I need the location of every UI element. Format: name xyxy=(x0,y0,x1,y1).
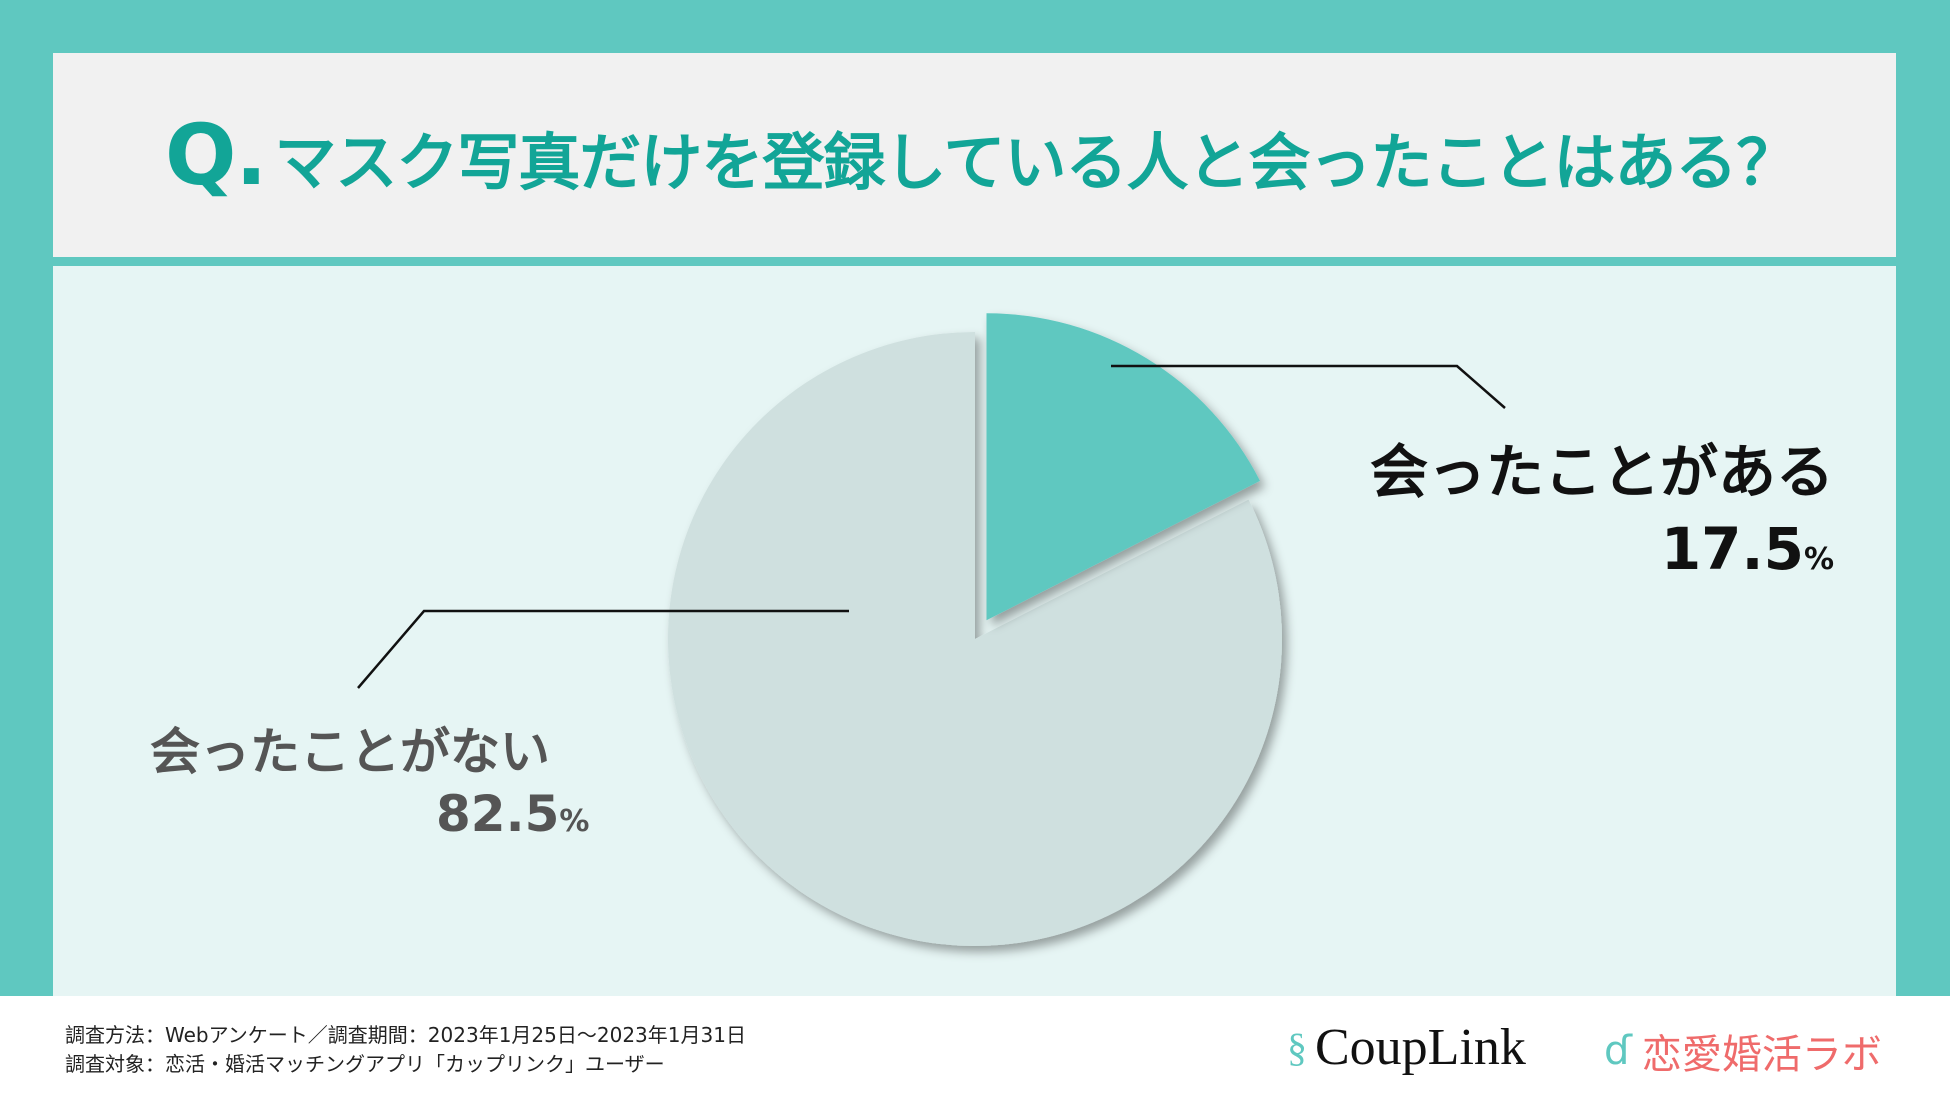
pie-slice-no xyxy=(668,332,1282,946)
survey-target: 調査対象：恋活・婚活マッチングアプリ「カップリンク」ユーザー xyxy=(65,1052,665,1076)
leader-line-no xyxy=(357,609,849,689)
label-no: 会ったことがない xyxy=(150,723,550,781)
label-yes: 会ったことがある xyxy=(1369,438,1834,506)
value-no: 82.5% xyxy=(436,785,590,843)
title-prefix: Q. xyxy=(165,106,267,204)
value-yes: 17.5% xyxy=(1660,515,1834,583)
flask-icon: ɗ xyxy=(1604,1028,1632,1074)
couplink-logo: § CoupLink xyxy=(1287,1019,1526,1076)
leader-line-yes xyxy=(1111,364,1506,409)
footer: 調査方法：Webアンケート／調査期間：2023年1月25日〜2023年1月31日… xyxy=(0,996,1950,1097)
lab-logo: ɗ 恋愛婚活ラボ xyxy=(1604,1028,1882,1078)
page-title: Q. マスク写真だけを登録している人と会ったことはある？ xyxy=(165,106,1798,204)
survey-method: 調査方法：Webアンケート／調査期間：2023年1月25日〜2023年1月31日 xyxy=(65,1023,746,1047)
title-box: Q. マスク写真だけを登録している人と会ったことはある？ xyxy=(53,53,1896,257)
dna-icon: § xyxy=(1287,1025,1307,1070)
pie-slice-yes xyxy=(986,313,1261,621)
title-text: マスク写真だけを登録している人と会ったことはある？ xyxy=(274,126,1798,199)
